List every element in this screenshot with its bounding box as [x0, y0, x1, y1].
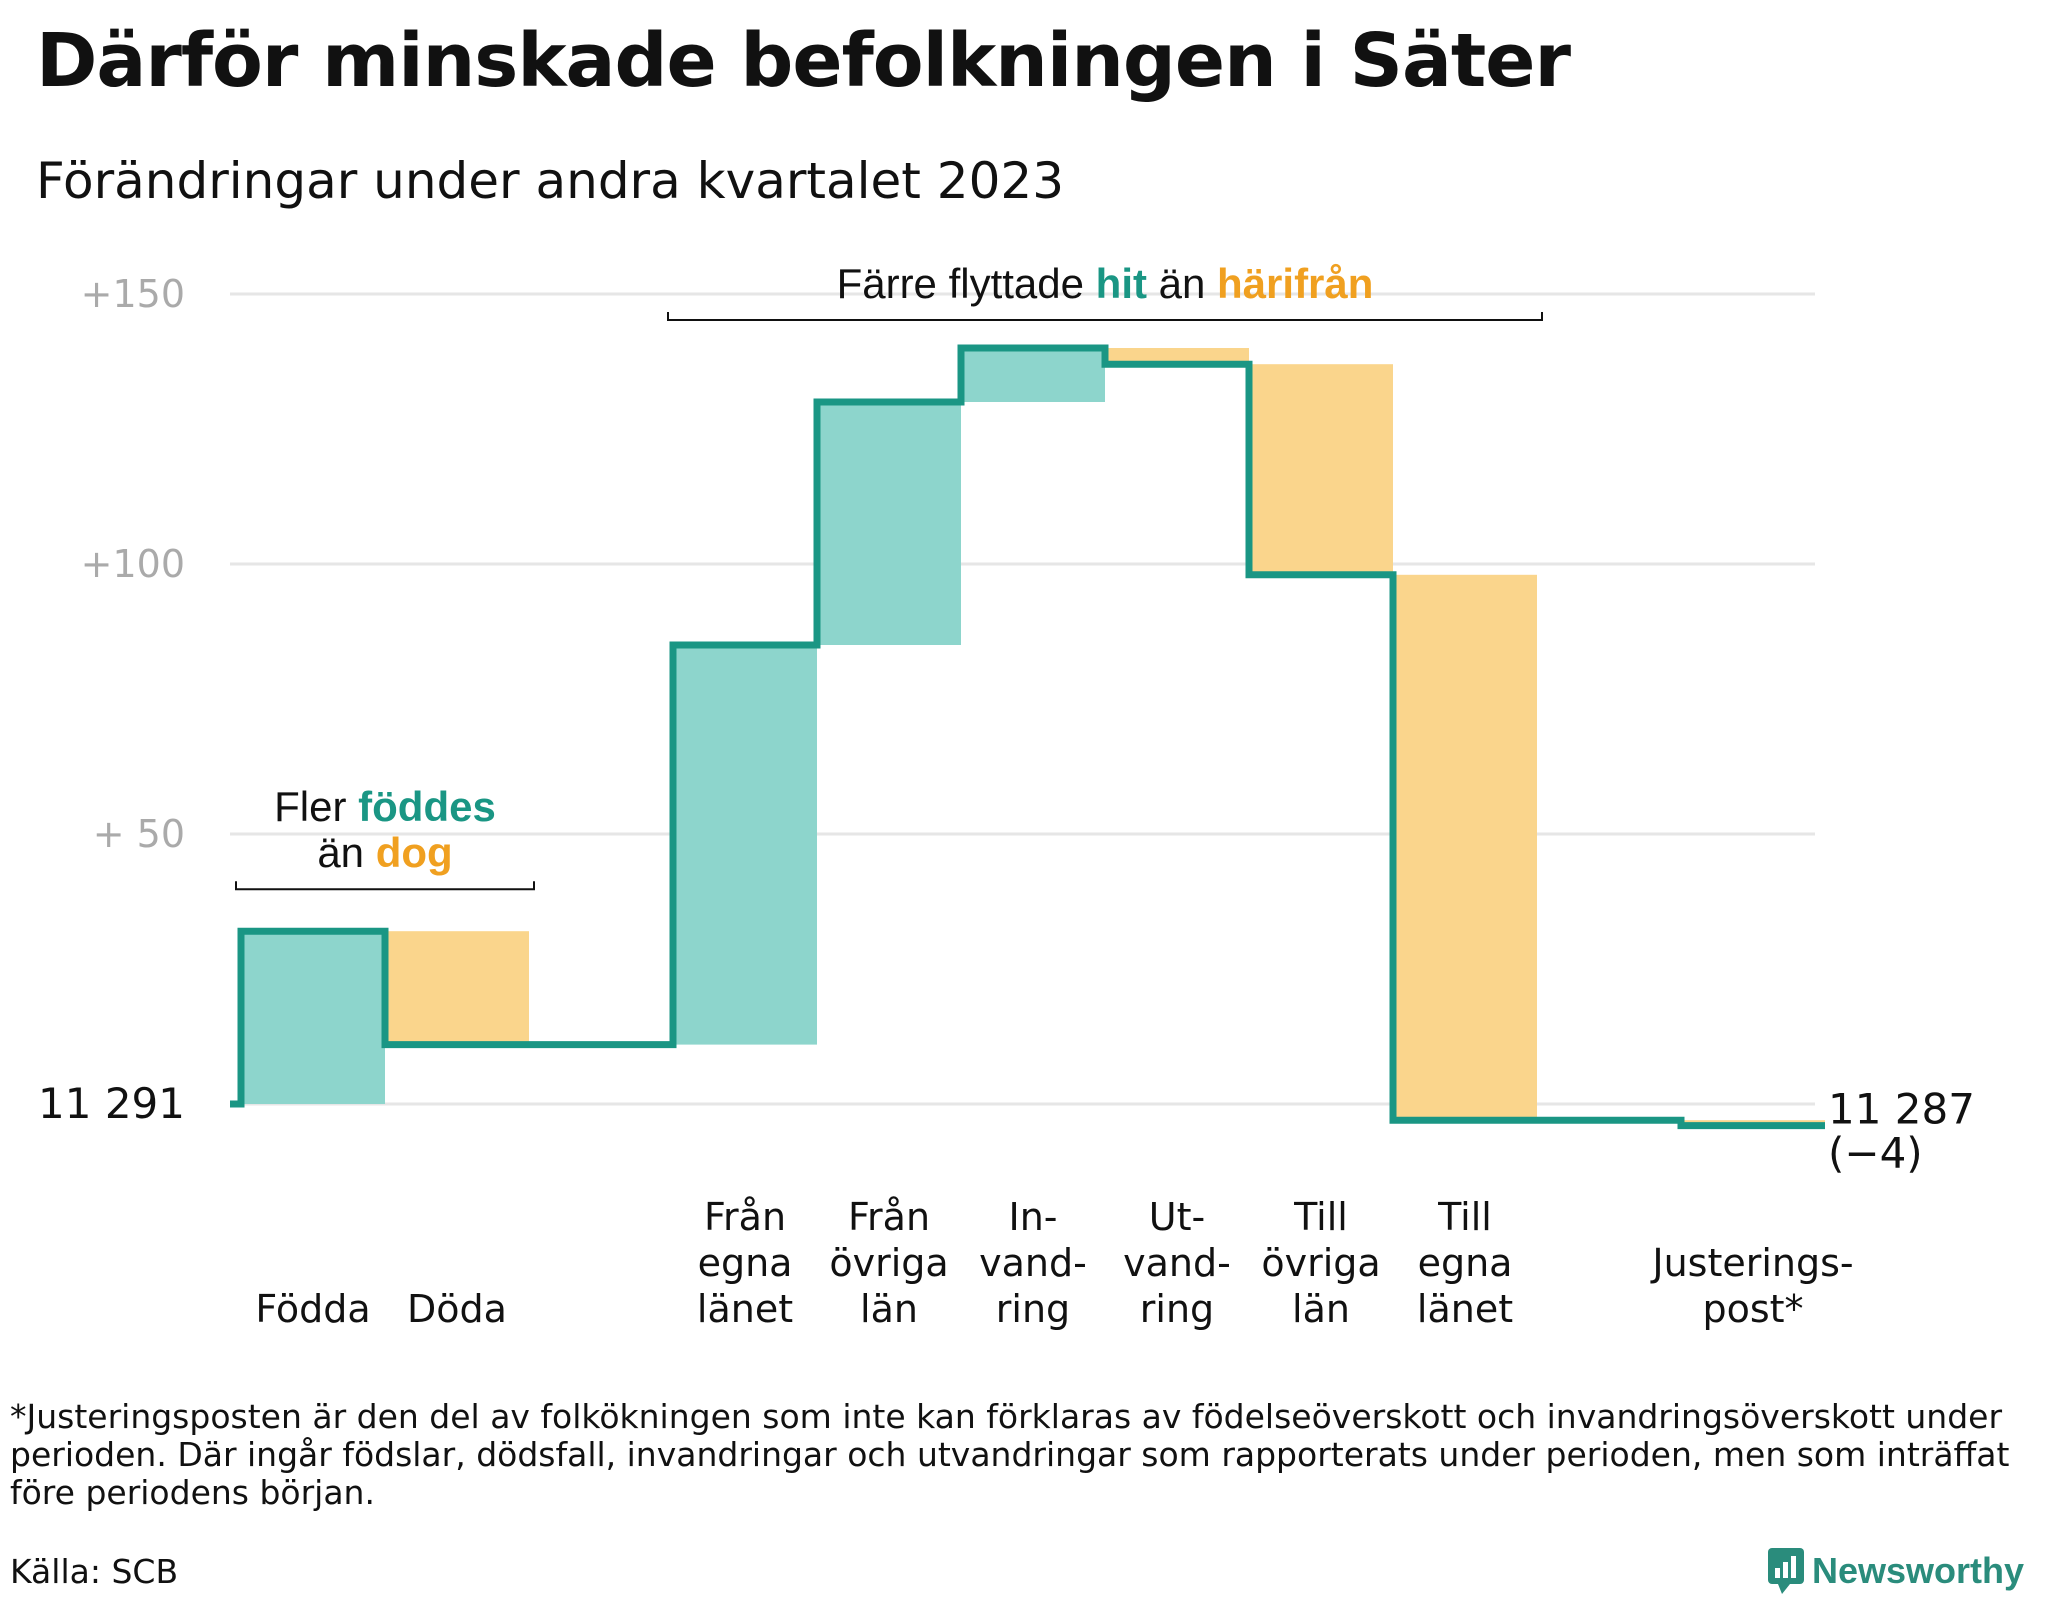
cumulative-line [230, 344, 1825, 1130]
category-label: Till övriga län [1261, 1195, 1380, 1331]
waterfall-bar [1249, 364, 1393, 575]
annotation-text: Färre flyttade hit än härifrån [837, 260, 1374, 307]
newsworthy-icon [1768, 1548, 1804, 1594]
annotation-bracket [235, 881, 535, 891]
waterfall-bar [241, 931, 385, 1104]
category-label: Från övriga län [829, 1195, 948, 1331]
waterfall-bar [1105, 348, 1249, 365]
brand-logo: Newsworthy [1768, 1546, 2024, 1596]
category-label: Ut-vand-ring [1123, 1195, 1231, 1331]
source-note: Källa: SCB [10, 1552, 179, 1591]
waterfall-bar [961, 348, 1105, 402]
category-label: Justerings-post* [1650, 1241, 1853, 1331]
annotation-text: Fler föddes [274, 783, 496, 830]
waterfall-bar [673, 645, 817, 1045]
category-label: Döda [407, 1287, 507, 1331]
category-label: Födda [255, 1287, 370, 1331]
end-value-label: 11 287 [1828, 1085, 1975, 1134]
footnote: *Justeringsposten är den del av folkökni… [10, 1397, 2010, 1512]
category-label: Från egna länet [697, 1195, 793, 1331]
waterfall-bar [1393, 574, 1537, 1121]
waterfall-chart: +150 +100 + 50 Födda Döda Från egna länet Från öv… [38, 260, 1975, 1331]
y-tick-label: +150 [81, 272, 185, 316]
annotation-text: än dog [317, 829, 452, 876]
chart-subtitle: Förändringar under andra kvartalet 2023 [36, 152, 1065, 210]
y-tick-label: +100 [81, 542, 185, 586]
end-change-label: (−4) [1828, 1129, 1923, 1178]
category-label: In-vand-ring [979, 1195, 1087, 1331]
chart-title: Därför minskade befolkningen i Säter [36, 18, 1571, 104]
category-label: Till egna länet [1417, 1195, 1513, 1331]
waterfall-bar [385, 931, 529, 1045]
start-value-label: 11 291 [38, 1079, 185, 1128]
waterfall-bar [817, 402, 961, 645]
annotation-bracket [667, 312, 1543, 321]
y-tick-label: + 50 [93, 812, 185, 856]
brand-name: Newsworthy [1812, 1550, 2025, 1591]
